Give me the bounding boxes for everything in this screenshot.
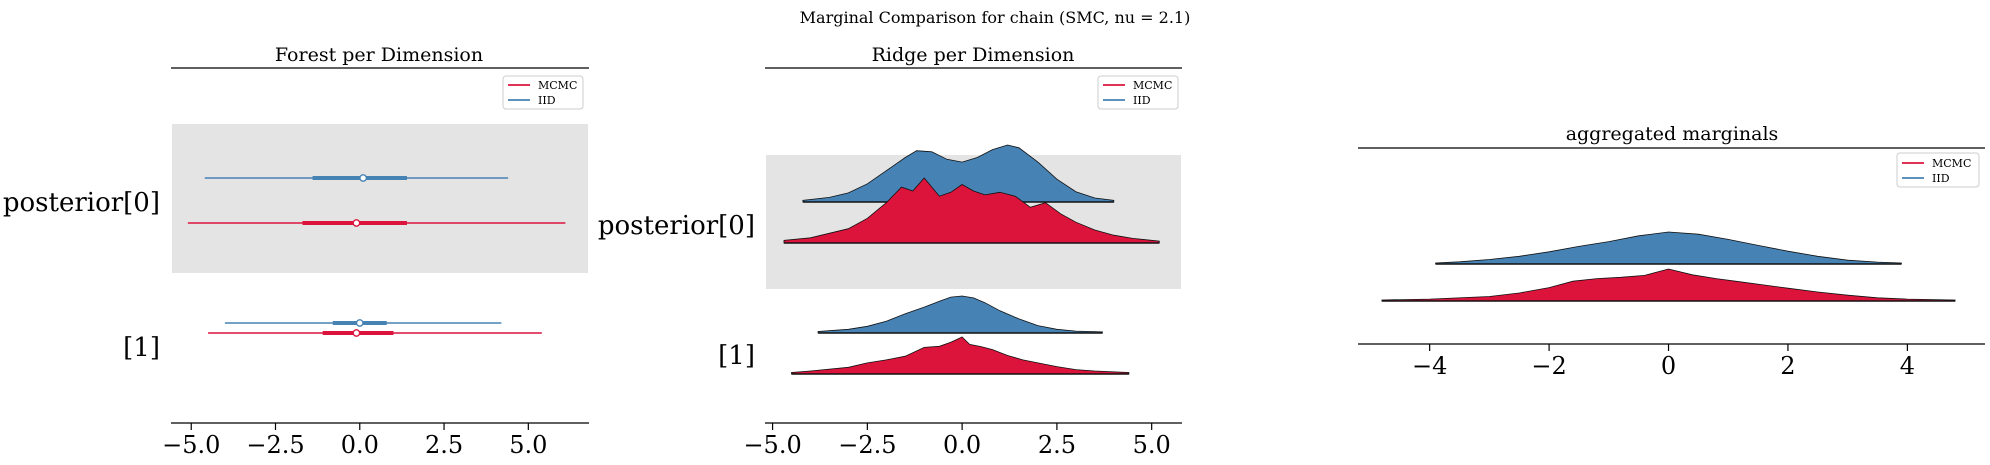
x-tick-label: 0.0 [341,431,379,459]
ridge-density-iid-row0 [802,144,1115,203]
x-tick-label: 2 [1780,352,1795,380]
forest-marks [187,174,566,337]
forest-row-label-posterior0: posterior[0] [3,188,160,218]
aggregated-marks [1381,231,1956,302]
forest-median-point [359,174,367,182]
forest-legend-iid-label: IID [538,94,556,107]
ridge-panel: Ridge per Dimension −5.0 −2.5 0.0 2.5 5.0 po… [598,44,1182,459]
x-tick-label: 4 [1900,352,1915,380]
forest-row-shade [172,124,588,273]
ridge-panel-title: Ridge per Dimension [872,44,1075,66]
figure-suptitle: Marginal Comparison for chain (SMC, nu =… [800,8,1191,27]
aggregated-density-iid [1435,231,1902,265]
forest-median-point [352,329,361,337]
x-tick-label: 0.0 [943,431,981,459]
x-tick-label: −2.5 [838,431,896,459]
forest-median-point [352,219,361,227]
ridge-density-mcmc-row1 [791,336,1130,375]
ridge-x-ticks: −5.0 −2.5 0.0 2.5 5.0 [743,423,1171,459]
forest-legend-mcmc-label: MCMC [538,79,577,92]
x-tick-label: −5.0 [162,431,220,459]
x-tick-label: 2.5 [425,431,463,459]
aggregated-panel-title: aggregated marginals [1566,123,1779,145]
x-tick-label: 0 [1661,352,1676,380]
aggregated-density-mcmc [1381,268,1956,302]
forest-x-ticks: −5.0 −2.5 0.0 2.5 5.0 [162,423,547,459]
forest-legend: MCMC IID [502,75,584,110]
ridge-density-iid-row1 [817,295,1103,334]
aggregated-legend-mcmc-label: MCMC [1932,157,1971,170]
forest-row-label-1: [1] [123,333,160,363]
x-tick-label: 2.5 [1038,431,1076,459]
x-tick-label: −2.5 [246,431,304,459]
ridge-legend: MCMC IID [1097,75,1179,110]
forest-median-point [355,319,364,327]
forest-panel-title: Forest per Dimension [275,44,483,66]
x-tick-label: 5.0 [509,431,547,459]
forest-panel: Forest per Dimension −5.0 −2.5 0.0 2.5 5.0 p… [3,44,589,459]
ridge-marks [783,144,1160,375]
ridge-row-label-posterior0: posterior[0] [598,211,755,241]
aggregated-panel: aggregated marginals −4 −2 0 2 4 MCMC IID [1358,123,1985,380]
aggregated-legend-iid-label: IID [1932,172,1950,185]
x-tick-label: −2 [1531,352,1566,380]
x-tick-label: −5.0 [743,431,801,459]
x-tick-label: −4 [1412,352,1447,380]
ridge-legend-iid-label: IID [1133,94,1151,107]
ridge-density-mcmc-row0 [783,177,1160,244]
ridge-row-label-1: [1] [718,341,755,371]
ridge-legend-mcmc-label: MCMC [1133,79,1172,92]
aggregated-x-ticks: −4 −2 0 2 4 [1412,344,1915,380]
aggregated-legend: MCMC IID [1896,152,1980,188]
x-tick-label: 5.0 [1133,431,1171,459]
